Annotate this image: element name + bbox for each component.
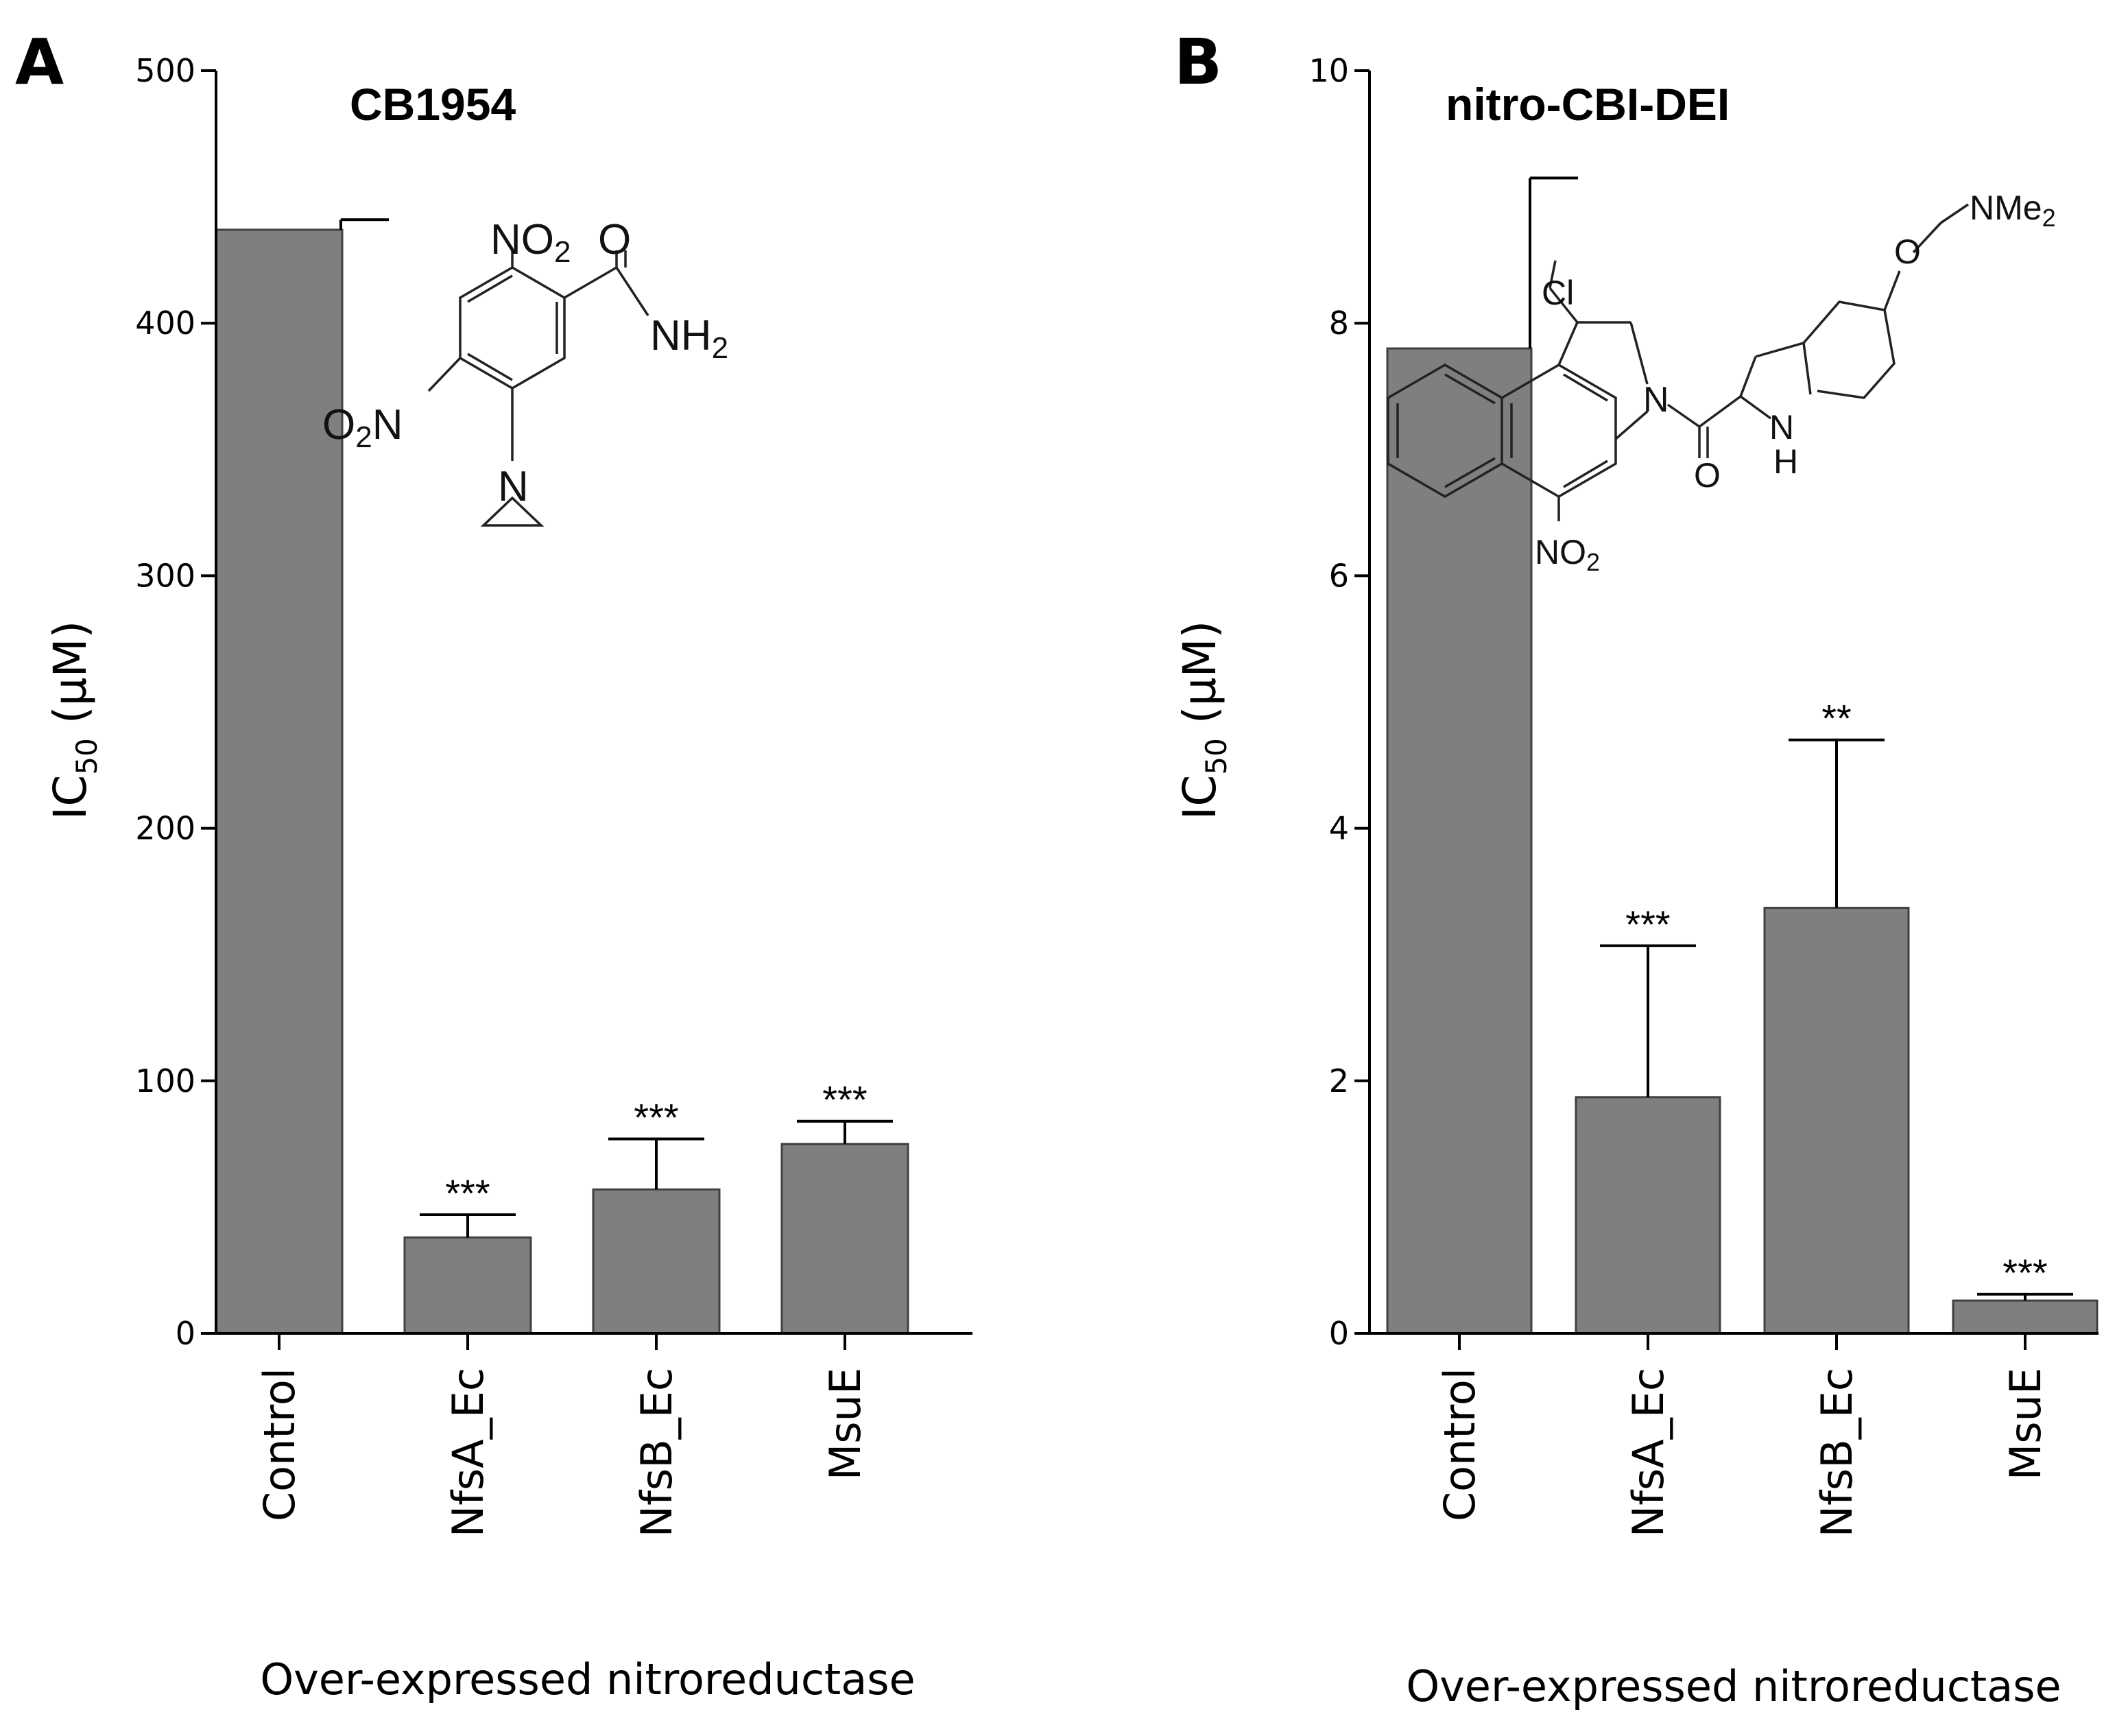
- x-ticks-b: [1458, 1333, 2027, 1350]
- y-tick-label-a: 300: [135, 557, 195, 594]
- y-axis-title-a-main: IC: [44, 775, 97, 820]
- cbi-cl: Cl: [1542, 274, 1574, 312]
- bar-b-nfsb-ec: [1763, 907, 1910, 1335]
- cb1954-atom-labels: NO2 O NH2 O2N N: [322, 216, 728, 510]
- y-tick-label-b: 0: [1329, 1315, 1349, 1352]
- bar-a-control: [215, 228, 344, 1335]
- panel-letter-a: A: [15, 25, 64, 99]
- cbi-no2-sub: 2: [1586, 548, 1600, 576]
- y-axis-title-b-main: IC: [1173, 775, 1226, 820]
- category-label-a: NfsB_Ec: [632, 1368, 682, 1537]
- cbi-n-ring: N: [1643, 380, 1669, 420]
- category-labels-b: Control NfsA_Ec NfsB_Ec MsuE: [1435, 1368, 2051, 1537]
- cb1954-carbonyl-o: O: [598, 216, 631, 263]
- category-label-a: NfsA_Ec: [443, 1368, 493, 1537]
- cb1954-no2-top: NO: [490, 216, 554, 263]
- cb1954-structure: NO2 O NH2 O2N N: [322, 216, 728, 527]
- panel-b: B nitro-CBI-DEI IC50 (µM) ******** 02468…: [1173, 25, 2099, 1711]
- y-tick-label-a: 400: [135, 305, 195, 342]
- category-label-a: MsuE: [820, 1368, 870, 1480]
- x-axis-title-a: Over-expressed nitroreductase: [260, 1654, 915, 1704]
- y-tick-label-b: 10: [1308, 52, 1349, 89]
- svg-text:IC50 (µM): IC50 (µM): [1173, 621, 1233, 820]
- cbi-no2: NO: [1535, 533, 1586, 571]
- panel-a: A CB1954 IC50 (µM) *** *** *** 0 100 200 300 4…: [15, 25, 972, 1704]
- y-tick-label-a: 200: [135, 810, 195, 847]
- cb1954-no2-top-sub: 2: [554, 235, 571, 269]
- svg-text:NO2: NO2: [1535, 533, 1600, 576]
- bars-a: [215, 228, 909, 1335]
- cb1954-nh2-sub: 2: [712, 331, 728, 365]
- y-tick-label-b: 6: [1329, 557, 1349, 594]
- category-label-b: NfsA_Ec: [1623, 1368, 1673, 1537]
- significance-a: *** *** ***: [445, 1078, 867, 1215]
- y-tick-label-a: 500: [135, 52, 195, 89]
- y-tick-label-b: 2: [1329, 1062, 1349, 1099]
- significance-label-b: **: [1821, 697, 1852, 740]
- y-axis-title-b-unit: (µM): [1173, 621, 1226, 738]
- category-labels-a: Control NfsA_Ec NfsB_Ec MsuE: [254, 1368, 870, 1537]
- nitro-cbi-dei-atom-labels: Cl N O N H O NMe2 NO2: [1535, 189, 2056, 576]
- nitro-cbi-dei-structure: Cl N O N H O NMe2 NO2: [1387, 189, 2056, 576]
- error-bars-b: [1529, 176, 2073, 1301]
- y-axis-title-a-sub: 50: [70, 738, 104, 774]
- y-tick-label-b: 4: [1329, 810, 1349, 847]
- y-axis-title-a: IC50 (µM): [44, 621, 104, 820]
- bar-a-nfsa-ec: [403, 1236, 532, 1335]
- y-tick-label-b: 8: [1329, 305, 1349, 342]
- cb1954-bonds: [427, 250, 649, 527]
- cbi-indole-h: H: [1773, 442, 1798, 481]
- y-axis-title-b: IC50 (µM): [1173, 621, 1233, 820]
- bars-b: [1386, 347, 2099, 1335]
- cb1954-nh2: NH: [650, 312, 712, 359]
- x-ticks-a: [278, 1333, 846, 1350]
- category-label-b: NfsB_Ec: [1812, 1368, 1862, 1537]
- y-tick-label-a: 100: [135, 1062, 195, 1099]
- significance-label-a: ***: [634, 1095, 678, 1139]
- svg-text:O2N: O2N: [322, 401, 403, 454]
- svg-text:NMe2: NMe2: [1970, 189, 2056, 232]
- bar-b-control: [1386, 347, 1533, 1335]
- cb1954-aziridine-n: N: [498, 463, 529, 510]
- bar-b-msue: [1952, 1299, 2099, 1335]
- significance-b: ********: [1625, 697, 2047, 1294]
- cbi-ether-o: O: [1894, 233, 1921, 271]
- svg-text:IC50 (µM): IC50 (µM): [44, 621, 104, 820]
- error-bars-a: [339, 218, 893, 1238]
- y-ticks-b: 0 2 4 6 8 10: [1308, 52, 1370, 1352]
- category-label-b: MsuE: [2000, 1368, 2051, 1480]
- cbi-nme2: NMe: [1970, 189, 2042, 227]
- cb1954-o2n-sub: 2: [355, 420, 372, 454]
- bar-b-nfsa-ec: [1575, 1096, 1721, 1335]
- category-label-a: Control: [254, 1368, 304, 1521]
- nitro-cbi-dei-bonds: [1387, 203, 1969, 521]
- category-label-b: Control: [1435, 1368, 1485, 1521]
- significance-label-b: ***: [1625, 903, 1670, 946]
- panel-letter-b: B: [1174, 25, 1222, 99]
- significance-label-a: ***: [822, 1078, 867, 1121]
- y-axis-title-a-unit: (µM): [44, 621, 97, 738]
- cb1954-o2n-n: N: [372, 401, 403, 449]
- svg-text:NO2: NO2: [490, 216, 571, 269]
- significance-label-b: ***: [2003, 1251, 2047, 1294]
- bar-a-msue: [780, 1143, 909, 1335]
- x-axis-title-b: Over-expressed nitroreductase: [1406, 1661, 2061, 1711]
- bar-a-nfsb-ec: [592, 1188, 721, 1335]
- y-ticks-a: 0 100 200 300 400 500: [135, 52, 216, 1352]
- chart-title-b: nitro-CBI-DEI: [1446, 79, 1730, 130]
- cbi-amide-o: O: [1694, 456, 1721, 495]
- significance-label-a: ***: [445, 1172, 490, 1215]
- chart-title-a: CB1954: [350, 79, 516, 130]
- cb1954-o2n-o: O: [322, 401, 355, 449]
- y-tick-label-a: 0: [176, 1315, 195, 1352]
- svg-text:NH2: NH2: [650, 312, 728, 365]
- cbi-indole-n: N: [1769, 408, 1794, 447]
- y-axis-title-b-sub: 50: [1199, 738, 1233, 774]
- cbi-nme2-sub: 2: [2042, 204, 2056, 232]
